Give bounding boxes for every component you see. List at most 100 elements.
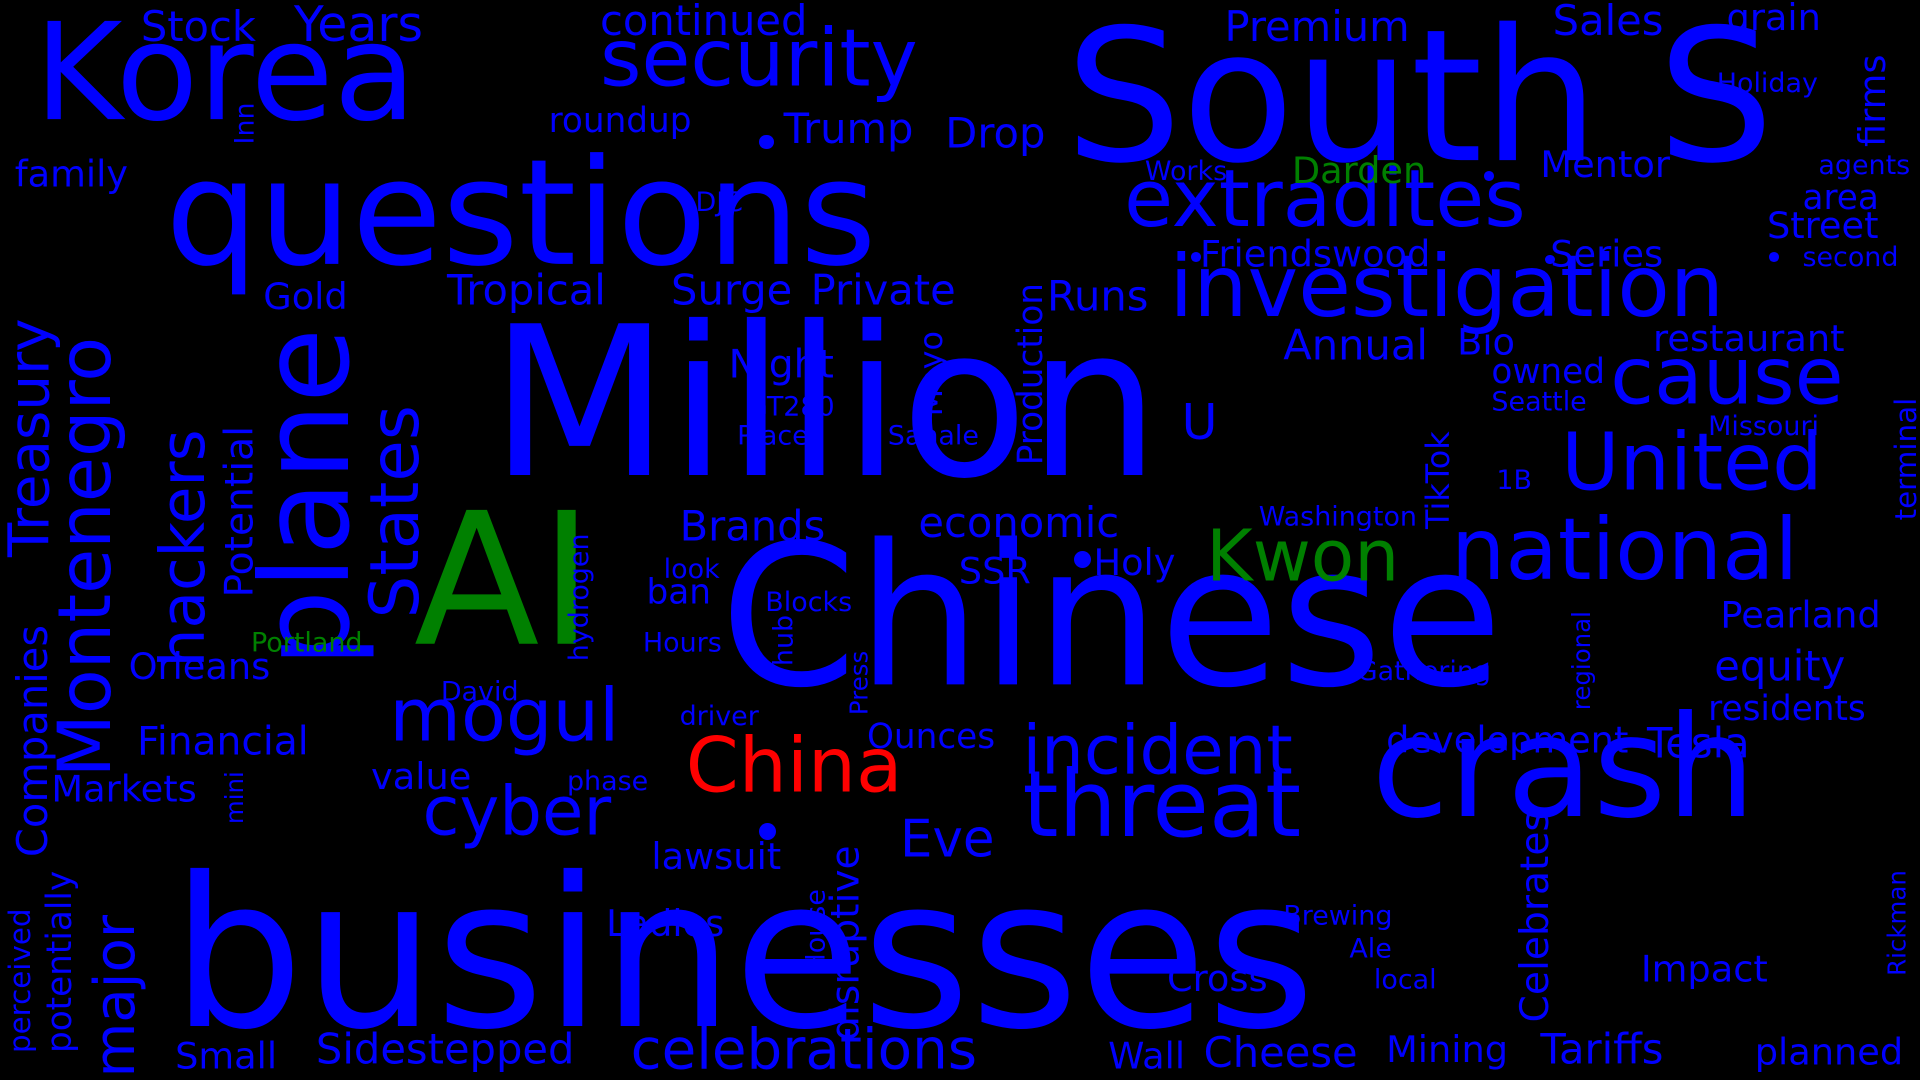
word-sales: Sales [1552,0,1664,45]
word-cheese: Cheese [1203,1028,1358,1078]
word-markets: Markets [51,767,197,811]
word-night: Night [728,342,834,388]
word-runs: Runs [1046,271,1149,321]
word-brands: Brands [679,501,826,551]
word-major: major [83,914,149,1078]
word-darden: Darden [1291,149,1427,193]
word-mogul: mogul [389,673,620,759]
word-tropical: Tropical [446,265,606,315]
word-hackers: hackers [148,429,220,668]
word-companies: Companies [8,624,58,858]
word-celebrates: Celebrates [1512,811,1558,1023]
word-driver: driver [679,701,759,733]
word-agents: agents [1818,150,1911,182]
word-trump: Trump [783,103,914,153]
word-private: Private [810,265,956,315]
dot-mark [759,822,777,840]
word-tariffs: Tariffs [1540,1024,1664,1074]
word-drop: Drop [945,108,1046,158]
word-tesla: Tesla [1646,718,1750,768]
word-south-s: South S [1065,0,1775,205]
word-house: House [800,889,832,974]
word-gt280: GT280 [746,391,835,423]
dot-mark [1073,551,1092,569]
word-celebrations: celebrations [630,1017,978,1080]
word-wall: Wall [1108,1034,1186,1078]
word-incident: incident [1022,710,1293,790]
word-extradites: extradites [1124,152,1526,246]
word-friendswood: Friendswood [1200,232,1431,276]
word-orleans: Orleans [128,644,271,688]
word-series: Series [1550,232,1664,276]
word-portland: Portland [251,627,363,659]
word-tiktok: TikTok [1418,431,1457,529]
word-hub: hub [768,614,800,667]
word-continued: continued [600,0,808,45]
word-small: Small [175,1034,278,1078]
word-sahale: Sahale [887,420,979,452]
word-washington: Washington [1258,501,1417,533]
word-eve: Eve [900,809,995,870]
word-rickman: Rickman [1882,870,1912,976]
word-cross: Cross [1166,957,1268,1001]
word-ale: Ale [1349,933,1392,965]
word-mayo: Mayo [911,331,950,417]
word-look: look [663,554,720,586]
word-years: Years [293,0,424,53]
word-place: Place [737,420,809,452]
word-blocks: Blocks [765,587,853,619]
word-seattle: Seattle [1491,386,1587,418]
word-family: family [14,152,129,196]
word-u: U [1181,393,1218,451]
dot-mark [1769,252,1780,263]
word-security: security [600,11,918,105]
word-surge: Surge [671,265,793,315]
word-ssr: SSR [958,549,1031,593]
word-production: Production [1010,282,1051,466]
word-regional: regional [1566,611,1596,711]
word-financial: Financial [137,719,309,765]
word-ban: ban [646,572,711,613]
word-works: Works [1144,156,1228,188]
word-development: development [1386,718,1629,762]
word-residents: residents [1708,688,1866,729]
word-holiday: Holiday [1716,68,1818,100]
word-inn: Inn [229,102,261,145]
word-threat: threat [1022,751,1302,859]
word-brewing: Brewing [1283,900,1393,932]
word-grain: grain [1726,0,1821,39]
word-value: value [371,755,472,799]
word-economic: economic [918,498,1120,548]
word-gold: Gold [263,275,348,319]
word-stock: Stock [140,2,257,52]
word-mining: Mining [1386,1028,1509,1072]
word-china: China [685,721,903,810]
word-cause: cause [1610,329,1844,423]
word-states: States [355,405,435,619]
word-questions: questions [165,127,877,299]
word-second: second [1802,241,1899,273]
word-hours: Hours [642,627,722,659]
word-press: Press [844,650,874,716]
word-impact: Impact [1640,947,1768,991]
word-local: local [1373,964,1437,996]
dot-mark [1191,252,1202,263]
word-gathering: Gathering [1356,655,1491,687]
word-holy: Holy [1093,540,1176,584]
word-djc: DJC [695,186,743,218]
word-missouri: Missouri [1708,410,1820,442]
word-million: Million [489,283,1161,525]
word-equity: equity [1714,641,1846,691]
dot-mark [759,134,774,150]
word-street: Street [1766,204,1879,248]
word-bio: Bio [1457,320,1516,364]
word-david: David [440,676,519,708]
word-investigation: investigation [1169,236,1725,337]
word-firms: firms [1851,54,1895,147]
word-restaurant: restaurant [1653,316,1845,360]
word-chinese: Chinese [720,503,1503,732]
word-perceived: perceived [3,908,38,1054]
word-united: United [1561,415,1823,509]
word-ai: AI [413,474,594,688]
dot-mark [1484,171,1494,182]
